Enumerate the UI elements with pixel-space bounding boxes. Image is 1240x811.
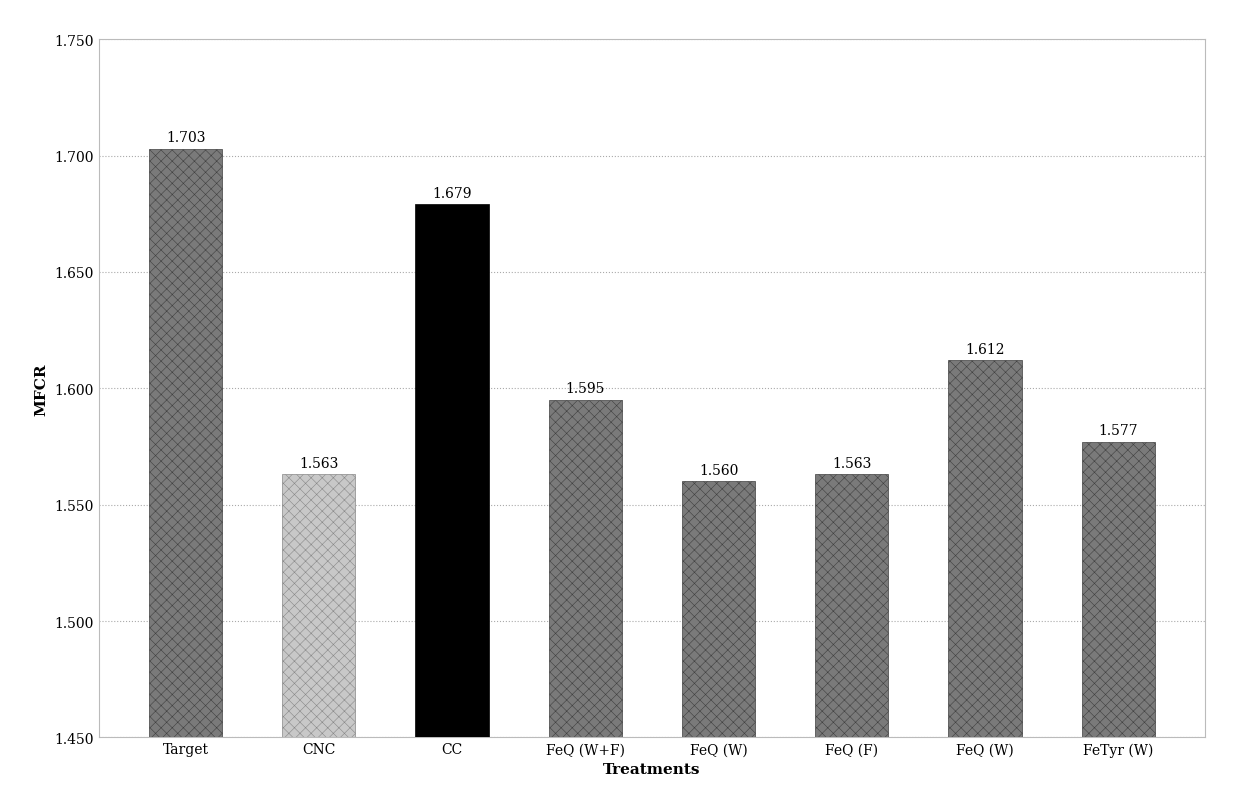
Bar (949, 361, 1022, 737)
Bar (682, 482, 755, 737)
Text: 1.563: 1.563 (832, 457, 872, 470)
Bar (815, 475, 889, 737)
Bar (283, 475, 356, 737)
Text: 1.703: 1.703 (166, 131, 206, 145)
Text: 1.577: 1.577 (1099, 423, 1138, 438)
Text: 1.560: 1.560 (699, 463, 738, 477)
Bar (548, 401, 622, 737)
Text: 1.679: 1.679 (433, 187, 472, 200)
Bar (415, 205, 489, 737)
Bar (149, 149, 222, 737)
Bar (1081, 442, 1154, 737)
Text: 1.612: 1.612 (965, 342, 1004, 356)
X-axis label: Treatments: Treatments (603, 762, 701, 776)
Text: 1.595: 1.595 (565, 382, 605, 396)
Y-axis label: MFCR: MFCR (35, 363, 48, 415)
Text: 1.563: 1.563 (299, 457, 339, 470)
